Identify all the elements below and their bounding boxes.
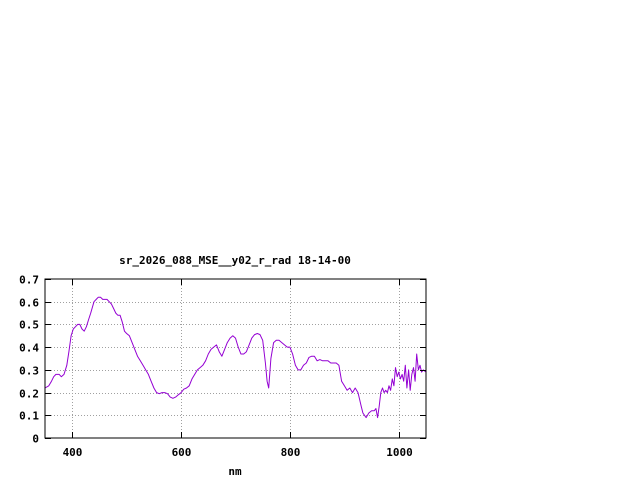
x-tick-label: 1000: [386, 446, 413, 459]
y-tick-label: 0.7: [19, 274, 39, 287]
y-tick-label: 0.1: [19, 410, 39, 423]
plot-frame: [44, 278, 427, 439]
y-tick-labels: 0 0.1 0.2 0.3 0.4 0.5 0.6 0.7: [19, 274, 39, 446]
series-layer: [44, 296, 427, 419]
grid-lines: [45, 279, 426, 438]
y-tick-label: 0.4: [19, 342, 39, 355]
tick-marks: [45, 279, 426, 439]
chart-title: sr_2026_088_MSE__y02_r_rad 18-14-00: [119, 254, 351, 267]
x-tick-labels: 400 600 800 1000: [63, 446, 413, 459]
y-tick-label: 0.3: [19, 365, 39, 378]
x-tick-label: 800: [281, 446, 301, 459]
x-axis-label: nm: [228, 465, 242, 478]
y-tick-label: 0.6: [19, 297, 39, 310]
y-tick-label: 0: [32, 433, 39, 446]
x-tick-label: 600: [172, 446, 192, 459]
x-tick-label: 400: [63, 446, 83, 459]
series-line: [44, 296, 427, 419]
y-tick-label: 0.5: [19, 319, 39, 332]
y-tick-label: 0.2: [19, 388, 39, 401]
